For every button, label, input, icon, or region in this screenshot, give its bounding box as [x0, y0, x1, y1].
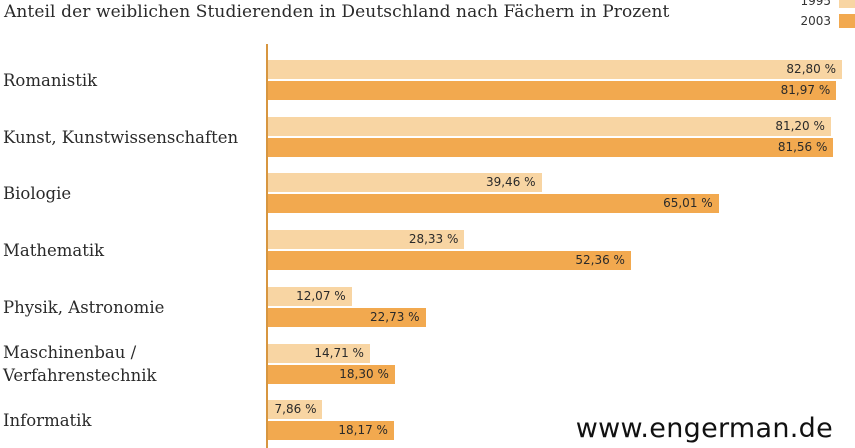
category-label-line: Romanistik	[3, 71, 98, 90]
bar-2003-kunst-kunstwissenschaften	[268, 137, 834, 157]
bar-value-label-1995-kunst-kunstwissenschaften: 81,20 %	[775, 118, 825, 133]
category-label-line: Maschinenbau /	[3, 343, 137, 362]
category-label-mathematik: Mathematik	[3, 239, 104, 262]
bar-value-label-2003-physik-astronomie: 22,73 %	[369, 309, 420, 324]
bar-value-label-2003-maschinenbau-verfahrenstechnik: 18,30 %	[339, 366, 389, 381]
legend-label-1995: 1995	[800, 0, 831, 8]
category-label-informatik: Informatik	[3, 409, 91, 432]
bar-value-label-1995-biologie: 39,46 %	[485, 175, 536, 190]
category-label-kunst-kunstwissenschaften: Kunst, Kunstwissenschaften	[3, 126, 238, 149]
category-label-physik-astronomie: Physik, Astronomie	[3, 296, 164, 319]
legend-swatch-1995	[839, 0, 855, 8]
bar-value-label-2003-kunst-kunstwissenschaften: 81,56 %	[777, 139, 828, 154]
bar-value-label-2003-mathematik: 52,36 %	[575, 253, 625, 268]
category-label-romanistik: Romanistik	[3, 69, 97, 92]
chart-axis-line	[266, 44, 268, 448]
category-label-line: Biologie	[3, 184, 72, 204]
bar-1995-physik-astronomie	[268, 286, 352, 306]
bar-1995-mathematik	[268, 230, 465, 250]
legend-item-1995: 1995	[800, 0, 855, 8]
chart-title: Anteil der weiblichen Studierenden in De…	[4, 2, 670, 22]
bar-1995-maschinenbau-verfahrenstechnik	[268, 343, 370, 363]
bar-2003-maschinenbau-verfahrenstechnik	[268, 364, 395, 384]
bar-2003-informatik	[268, 421, 394, 441]
category-label-maschinenbau-verfahrenstechnik: Maschinenbau / Verfahrenstechnik	[3, 341, 157, 387]
bar-value-label-1995-maschinenbau-verfahrenstechnik: 14,71 %	[314, 345, 364, 360]
category-label-biologie: Biologie	[3, 182, 71, 205]
bar-value-label-1995-physik-astronomie: 12,07 %	[296, 288, 346, 303]
bar-1995-romanistik	[268, 60, 842, 79]
bar-2003-biologie	[268, 194, 719, 214]
bar-1995-informatik	[268, 400, 323, 420]
bar-2003-physik-astronomie	[268, 307, 426, 327]
bar-value-label-1995-informatik: 7,86 %	[274, 402, 317, 417]
legend-label-2003: 2003	[800, 14, 831, 28]
watermark-text: www.engerman.de	[575, 413, 833, 444]
category-label-line: Kunst, Kunstwissenschaften	[3, 127, 239, 147]
bar-2003-mathematik	[268, 251, 631, 271]
category-label-line: Mathematik	[3, 241, 105, 261]
category-label-line: Verfahrenstechnik	[3, 366, 157, 385]
bar-value-label-2003-romanistik: 81,97 %	[780, 83, 831, 97]
legend-item-2003: 2003	[800, 14, 855, 28]
bar-value-label-2003-informatik: 18,17 %	[338, 423, 388, 438]
legend-swatch-2003	[839, 14, 855, 28]
bar-value-label-2003-biologie: 65,01 %	[663, 196, 713, 211]
bar-value-label-1995-mathematik: 28,33 %	[408, 232, 459, 247]
bar-1995-biologie	[268, 173, 542, 193]
category-label-line: Physik, Astronomie	[3, 297, 165, 317]
bar-1995-kunst-kunstwissenschaften	[268, 116, 831, 136]
chart-legend: 1995 2003	[775, 0, 855, 34]
bar-2003-romanistik	[268, 81, 837, 100]
category-label-line: Informatik	[3, 411, 92, 431]
bar-value-label-1995-romanistik: 82,80 %	[786, 62, 836, 76]
